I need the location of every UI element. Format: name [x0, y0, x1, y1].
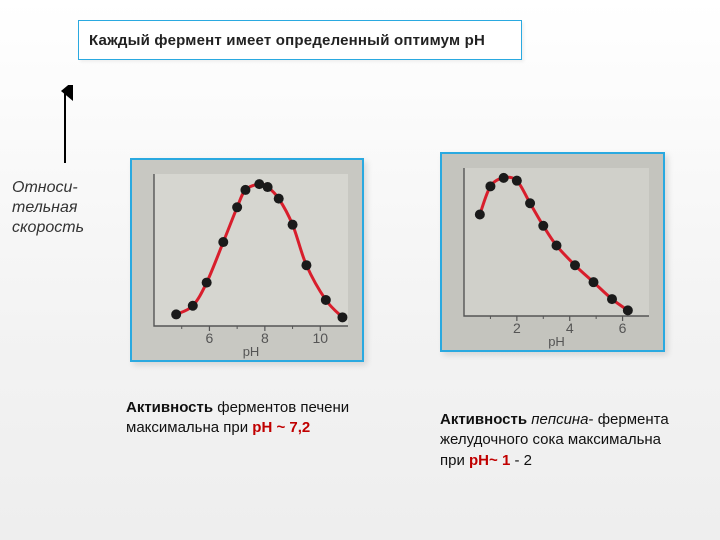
y-axis-arrow: [55, 85, 75, 165]
title-box: Каждый фермент имеет определенный оптиму…: [78, 20, 522, 60]
page-title: Каждый фермент имеет определенный оптиму…: [89, 32, 485, 49]
svg-text:4: 4: [566, 320, 574, 336]
caption-liver: Активность ферментов печени максимальна …: [126, 398, 366, 439]
svg-text:8: 8: [261, 330, 269, 346]
svg-text:pH: pH: [243, 344, 260, 359]
chart-pepsin: 2 4 6 pH: [440, 152, 665, 352]
caption-pepsin: Активность пепсина- фермента желудочного…: [440, 410, 680, 471]
svg-text:pH: pH: [548, 334, 565, 349]
svg-text:6: 6: [206, 330, 214, 346]
svg-text:2: 2: [513, 320, 521, 336]
chart-liver-enzyme: 6 8 10 pH: [130, 158, 364, 362]
svg-text:6: 6: [619, 320, 627, 336]
svg-text:10: 10: [312, 330, 328, 346]
y-axis-label: Относи- тельная скорость: [12, 178, 84, 238]
